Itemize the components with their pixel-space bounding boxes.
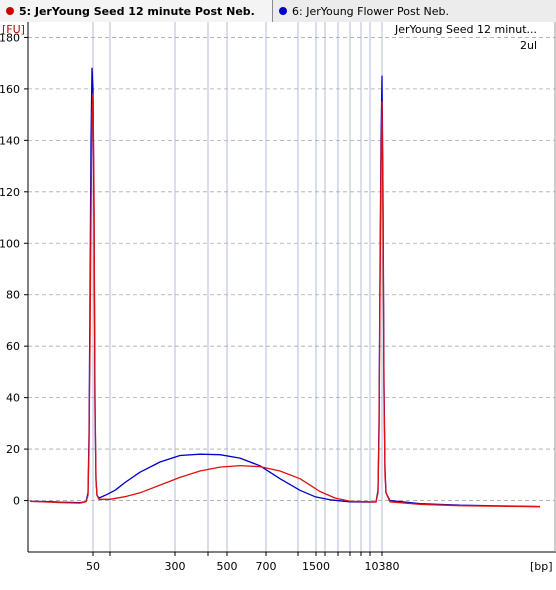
y-tick-label: 0	[13, 495, 20, 508]
y-axis-label: [FU]	[2, 23, 25, 36]
y-tick-label: 100	[0, 237, 20, 250]
tab-sample-6[interactable]: 6: JerYoung Flower Post Neb.	[273, 0, 556, 22]
y-tick-label: 20	[6, 443, 20, 456]
y-tick-label: 60	[6, 340, 20, 353]
tab-sample-6-label: 6: JerYoung Flower Post Neb.	[292, 4, 450, 18]
sample-5-color-icon	[6, 7, 14, 15]
series-group	[29, 67, 541, 508]
sample-tab-bar: 5: JerYoung Seed 12 minute Post Neb. 6: …	[0, 0, 556, 23]
legend-subtitle: 2ul	[520, 39, 537, 52]
x-tick-label: 50	[86, 560, 100, 573]
x-axis-label: [bp]	[530, 560, 553, 573]
y-tick-label: 120	[0, 186, 20, 199]
horizontal-grid	[28, 37, 555, 501]
vertical-grid	[92, 22, 383, 552]
series-line	[29, 93, 541, 508]
electropherogram-chart: 0 20 40 60 80 100 120 140 160 180 50 300 500 700 1500…	[0, 22, 556, 586]
electropherogram-svg: 0 20 40 60 80 100 120 140 160 180 50 300 500 700 1500…	[0, 22, 556, 586]
tab-sample-5[interactable]: 5: JerYoung Seed 12 minute Post Neb.	[0, 0, 273, 22]
sample-6-color-icon	[279, 7, 287, 15]
legend-title: JerYoung Seed 12 minut...	[394, 23, 537, 36]
y-tick-label: 160	[0, 83, 20, 96]
y-tick-label: 80	[6, 289, 20, 302]
tab-sample-5-label: 5: JerYoung Seed 12 minute Post Neb.	[19, 4, 255, 18]
y-tick-label: 40	[6, 392, 20, 405]
y-tick-label: 140	[0, 134, 20, 147]
x-tick-label: 700	[256, 560, 277, 573]
x-tick-label: 1500	[302, 560, 330, 573]
y-axis-ticks: 0 20 40 60 80 100 120 140 160 180	[0, 31, 28, 508]
y-tick-label: 180	[0, 31, 20, 44]
x-tick-label: 300	[165, 560, 186, 573]
x-axis-ticks: 50 300 500 700 1500 10380	[86, 552, 400, 573]
x-tick-label: 10380	[365, 560, 400, 573]
x-tick-label: 500	[217, 560, 238, 573]
